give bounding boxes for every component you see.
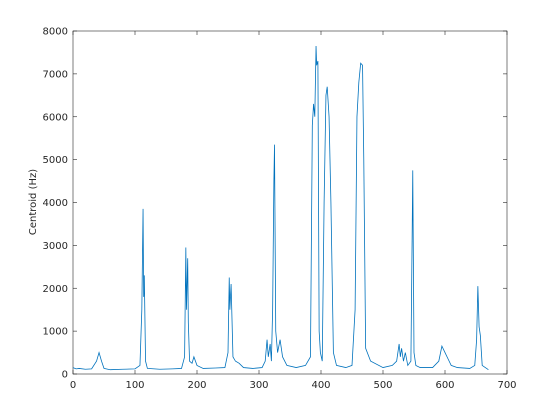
x-tick-label: 100: [125, 380, 144, 391]
y-tick-label: 5000: [43, 155, 68, 166]
y-tick-label: 7000: [43, 69, 68, 80]
y-tick-label: 3000: [43, 241, 68, 252]
x-tick-label: 200: [187, 380, 206, 391]
y-tick-label: 4000: [43, 198, 68, 209]
plot-area: [72, 30, 508, 375]
x-tick-label: 600: [435, 380, 454, 391]
y-tick-label: 6000: [43, 112, 68, 123]
y-tick-label: 1000: [43, 327, 68, 338]
x-tick-label: 500: [373, 380, 392, 391]
y-tick-label: 2000: [43, 284, 68, 295]
data-line: [72, 45, 489, 371]
y-axis-label: Centroid (Hz): [28, 169, 39, 235]
x-tick-label: 0: [70, 380, 76, 391]
x-tick-label: 300: [249, 380, 268, 391]
x-tick-label: 400: [311, 380, 330, 391]
x-tick-label: 700: [497, 380, 516, 391]
y-tick-label: 0: [62, 370, 68, 381]
y-tick-label: 8000: [43, 27, 68, 38]
